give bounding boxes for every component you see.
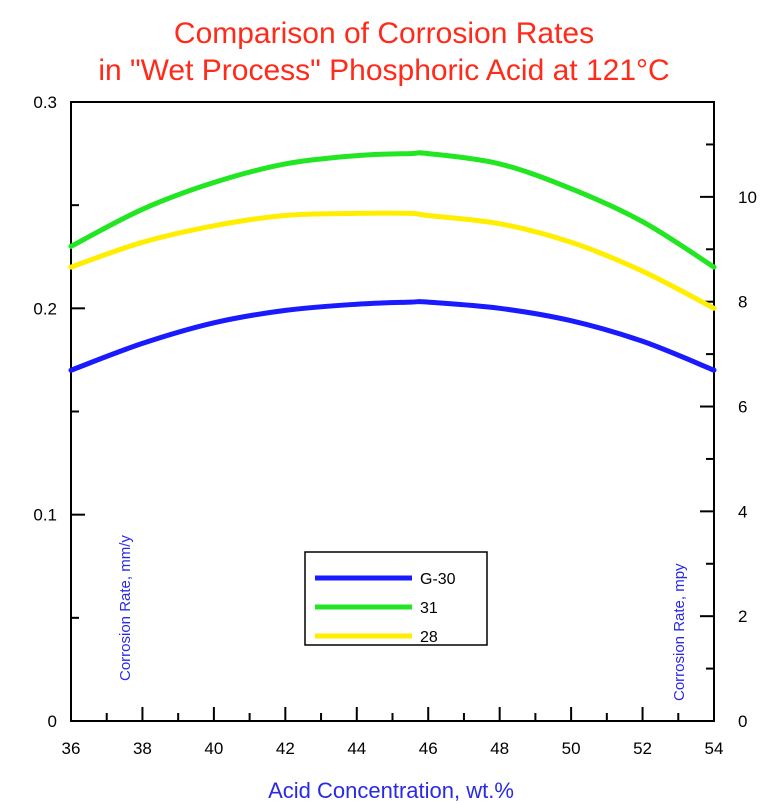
y-axis-label-left: Corrosion Rate, mm/y [117, 535, 134, 681]
y-left-tick-label: 0.2 [33, 299, 57, 318]
x-tick-label: 50 [562, 739, 581, 758]
y-right-tick-label: 10 [738, 188, 757, 207]
x-tick-label: 40 [204, 739, 223, 758]
legend-label-G-30: G-30 [420, 571, 456, 588]
x-tick-label: 46 [419, 739, 438, 758]
x-tick-label: 36 [62, 739, 81, 758]
legend-label-28: 28 [420, 629, 438, 646]
y-right-tick-label: 2 [738, 607, 747, 626]
x-tick-label: 54 [705, 739, 724, 758]
y-left-tick-label: 0.1 [33, 506, 57, 525]
legend: G-30 31 28 [304, 551, 488, 646]
x-axis-label: Acid Concentration, wt.% [268, 778, 514, 803]
legend-label-31: 31 [420, 600, 438, 617]
x-tick-label: 38 [133, 739, 152, 758]
x-tick-label: 44 [347, 739, 366, 758]
chart-title: Comparison of Corrosion Rates [174, 17, 594, 50]
y-right-tick-label: 0 [738, 712, 747, 731]
x-tick-label: 42 [276, 739, 295, 758]
x-tick-label: 52 [633, 739, 652, 758]
x-tick-label: 48 [490, 739, 509, 758]
y-left-tick-label: 0 [48, 712, 57, 731]
legend-box [304, 551, 488, 646]
chart-subtitle: in "Wet Process" Phosphoric Acid at 121°… [98, 54, 669, 87]
series-line-G-30 [68, 299, 717, 373]
y-right-tick-label: 6 [738, 398, 747, 417]
series-lines [68, 150, 717, 373]
y-axis-label-right: Corrosion Rate, mpy [671, 563, 688, 701]
y-right-tick-label: 4 [738, 502, 747, 521]
y-right-tick-label: 8 [738, 293, 747, 312]
series-line-31 [68, 150, 717, 270]
series-line-28 [68, 210, 717, 311]
y-left-tick-label: 0.3 [33, 93, 57, 112]
